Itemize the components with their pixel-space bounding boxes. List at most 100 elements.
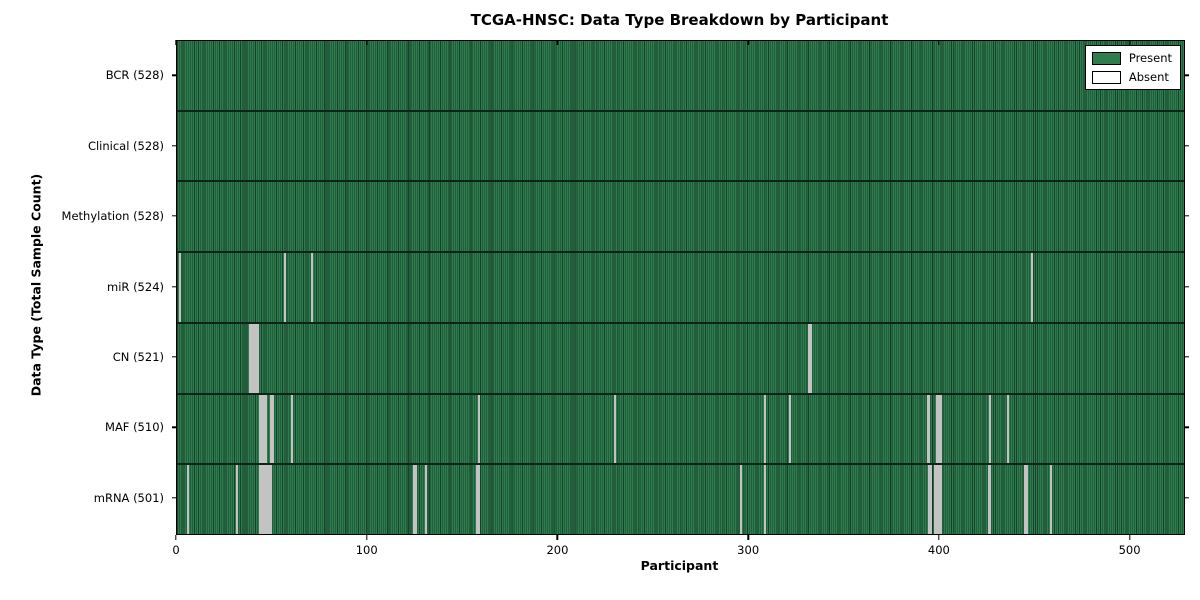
absent-marker [255,323,258,393]
y-tick-mark [171,426,177,429]
data-type-row-BCR [177,41,1184,112]
x-tick-label: 0 [172,543,180,557]
y-tick-mark [1184,426,1189,429]
absent-marker [989,394,992,464]
absent-marker [270,465,273,535]
absent-marker [291,394,294,464]
x-tick-mark [175,535,177,540]
absent-marker [236,465,239,535]
absent-marker [934,465,937,535]
y-tick-mark [171,144,177,147]
absent-marker [937,394,940,464]
absent-marker [415,465,418,535]
absent-marker [928,465,931,535]
legend: Present Absent [1084,45,1181,90]
absent-marker [939,394,942,464]
y-tick-mark [1184,497,1189,499]
absent-marker [739,465,742,535]
absent-marker [259,465,261,535]
x-tick-mark [556,535,559,540]
data-type-row-MAF [177,394,1184,466]
absent-marker [987,465,990,535]
absent-marker [936,465,939,535]
data-type-row-CN [177,323,1184,395]
absent-marker [424,465,427,535]
data-type-row-miR [177,253,1184,324]
absent-marker [936,394,939,464]
y-tick-mark [171,356,177,358]
y-tick-mark [1184,74,1189,76]
x-tick-label: 300 [737,543,760,557]
x-axis-label: Participant [640,558,719,573]
absent-marker [926,394,929,464]
x-tick-label: 400 [927,543,950,557]
y-tick-mark [171,74,177,76]
absent-marker [478,394,481,464]
absent-marker [260,465,263,535]
absent-marker [268,465,271,535]
absent-marker [270,394,273,464]
absent-marker [1025,465,1028,535]
absent-marker [1023,465,1026,535]
absent-marker [249,323,252,393]
absent-marker [257,323,260,393]
chart-title: TCGA-HNSC: Data Type Breakdown by Partic… [470,11,889,29]
absent-marker [478,465,481,535]
y-tick-label: MAF (510) [105,420,164,435]
absent-marker [928,394,931,464]
absent-marker [266,465,269,535]
legend-swatch-present [1091,51,1121,65]
legend-item-absent: Absent [1091,70,1172,84]
absent-marker [310,253,313,322]
y-tick-label: BCR (528) [105,68,164,83]
absent-marker [937,465,940,535]
y-tick-label: mRNA (501) [93,490,164,505]
absent-marker [939,465,942,535]
x-tick-mark [747,535,749,540]
y-tick-mark [1184,215,1189,217]
absent-marker [808,323,811,393]
x-tick-label: 500 [1118,543,1141,557]
y-tick-label: Methylation (528) [61,209,164,224]
absent-marker [930,465,933,535]
absent-marker [613,394,616,464]
y-tick-mark [171,285,177,288]
absent-marker [476,465,479,535]
absent-marker [283,253,286,322]
legend-item-present: Present [1091,51,1172,65]
y-tick-label: Clinical (528) [87,138,164,153]
y-tick-mark [171,215,177,217]
absent-marker [186,465,189,535]
y-axis-tick-labels: BCR (528) Clinical (528) Methylation (528)… [0,40,170,533]
x-tick-label: 100 [355,543,378,557]
absent-marker [272,394,275,464]
absent-marker [764,465,767,535]
legend-label: Present [1128,51,1172,65]
absent-marker [262,465,265,535]
absent-marker [253,323,256,393]
data-type-row-Methylation [177,182,1184,254]
x-tick-mark [1128,535,1131,540]
absent-marker [178,253,181,322]
plot-area [176,40,1185,535]
absent-marker [1006,394,1009,464]
y-tick-label: CN (521) [112,349,164,364]
absent-marker [810,323,813,393]
absent-marker [264,394,267,464]
absent-marker [1031,253,1034,322]
legend-label: Absent [1128,70,1169,84]
x-tick-mark [366,535,368,540]
y-tick-label: miR (524) [107,279,164,294]
absent-marker [989,465,992,535]
absent-marker [764,394,767,464]
absent-marker [264,465,267,535]
x-tick-mark [938,535,940,540]
absent-marker [413,465,416,535]
absent-marker [1050,465,1053,535]
y-tick-mark [1184,144,1189,147]
absent-marker [251,323,254,393]
legend-swatch-absent [1091,70,1121,84]
absent-marker [259,394,261,464]
absent-marker [262,394,265,464]
